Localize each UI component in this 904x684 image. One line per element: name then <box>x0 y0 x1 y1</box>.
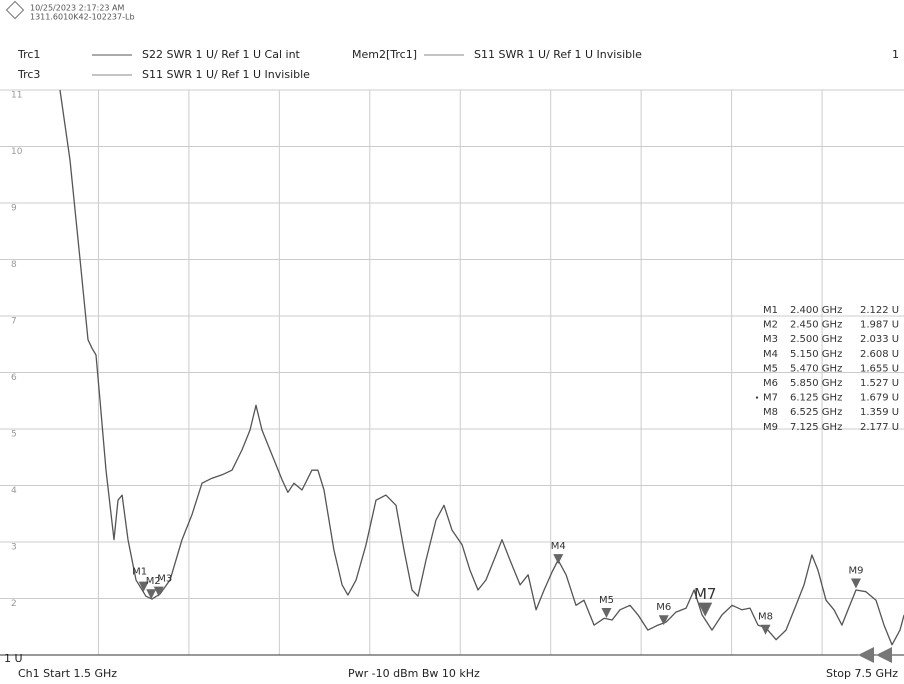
marker-triangle <box>553 554 564 565</box>
marker-name: M7 <box>763 393 778 404</box>
marker-freq: 2.400 GHz <box>790 305 842 316</box>
device-id: 1311.6010K42-102237-Lb <box>30 13 135 22</box>
footer-settings: Pwr -10 dBm Bw 10 kHz <box>348 667 480 680</box>
marker-freq: 6.125 GHz <box>790 393 842 404</box>
marker-value: 2.033 U <box>860 334 899 345</box>
channel-index: 1 <box>892 48 899 61</box>
marker-freq: 6.525 GHz <box>790 407 842 418</box>
marker-label: M4 <box>551 541 566 552</box>
marker-name: M1 <box>763 305 778 316</box>
marker-value: 2.177 U <box>860 422 899 433</box>
y-tick-label: 4 <box>11 486 17 496</box>
marker-freq: 5.150 GHz <box>790 349 842 360</box>
marker-value: 1.655 U <box>860 363 899 374</box>
trace-name: Trc1 <box>17 48 40 61</box>
y-tick-label: 5 <box>11 430 17 440</box>
marker-name: M8 <box>763 407 778 418</box>
y-tick-label: 11 <box>11 91 22 101</box>
marker-value: 1.679 U <box>860 393 899 404</box>
marker-triangle <box>153 586 164 597</box>
trace-desc: S22 SWR 1 U/ Ref 1 U Cal int <box>142 48 301 61</box>
active-dot <box>755 396 759 399</box>
marker-triangle <box>850 578 861 589</box>
marker-label: M7 <box>694 585 717 603</box>
logo <box>5 0 25 20</box>
marker-triangle <box>146 589 157 600</box>
marker-label: M2 <box>146 576 161 587</box>
marker-value: 2.608 U <box>860 349 899 360</box>
footer-start: Ch1 Start 1.5 GHz <box>18 667 117 680</box>
marker-freq: 2.450 GHz <box>790 320 842 331</box>
marker-value: 2.122 U <box>860 305 899 316</box>
marker-label: M5 <box>599 595 614 606</box>
y-tick-label: 8 <box>11 260 17 270</box>
marker-name: M3 <box>763 334 778 345</box>
marker-freq: 5.850 GHz <box>790 378 842 389</box>
marker-name: M4 <box>763 349 778 360</box>
mem-desc: S11 SWR 1 U/ Ref 1 U Invisible <box>474 48 642 61</box>
marker-name: M9 <box>763 422 778 433</box>
mem-name: Mem2[Trc1] <box>352 48 417 61</box>
marker-triangle <box>760 624 771 635</box>
marker-name: M2 <box>763 320 778 331</box>
timestamp: 10/25/2023 2:17:23 AM <box>30 4 125 13</box>
y-tick-label: 9 <box>11 204 17 214</box>
y-tick-label: 2 <box>11 599 17 609</box>
marker-freq: 5.470 GHz <box>790 363 842 374</box>
y-tick-label: 10 <box>11 147 23 157</box>
marker-freq: 2.500 GHz <box>790 334 842 345</box>
y-tick-label: 3 <box>11 543 17 553</box>
marker-name: M5 <box>763 363 778 374</box>
marker-value: 1.987 U <box>860 320 899 331</box>
stop-arrow <box>858 647 892 663</box>
marker-triangle <box>601 607 612 618</box>
marker-label: M9 <box>848 565 863 576</box>
footer-stop: Stop 7.5 GHz <box>826 667 898 680</box>
marker-name: M6 <box>763 378 778 389</box>
y-tick-label: 6 <box>11 373 17 383</box>
marker-value: 1.527 U <box>860 378 899 389</box>
trace-desc: S11 SWR 1 U/ Ref 1 U Invisible <box>142 68 310 81</box>
trace-name: Trc3 <box>17 68 40 81</box>
y-tick-label: 1 U <box>4 652 23 665</box>
marker-label: M8 <box>758 612 773 623</box>
marker-triangle <box>138 581 149 592</box>
marker-freq: 7.125 GHz <box>790 422 842 433</box>
marker-label: M3 <box>157 574 172 585</box>
marker-value: 1.359 U <box>860 407 899 418</box>
marker-label: M1 <box>132 567 147 578</box>
y-tick-label: 7 <box>11 317 17 327</box>
marker-triangle <box>658 615 669 626</box>
marker-triangle <box>698 602 713 617</box>
marker-label: M6 <box>656 602 671 613</box>
